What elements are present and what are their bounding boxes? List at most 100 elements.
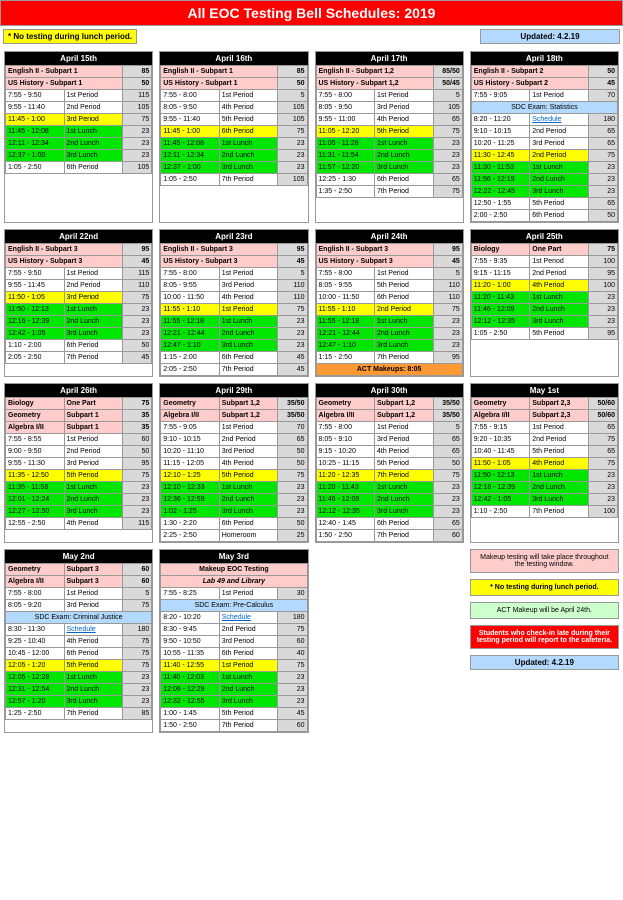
schedule-day: April 25thBiologyOne Part757:55 - 9:351s… [470, 229, 619, 377]
lunch-note: * No testing during lunch period. [3, 29, 137, 44]
period-row: 10:45 - 12:006th Period75 [6, 648, 152, 660]
info-note: * No testing during lunch period. [470, 579, 619, 596]
period-row: 12:31 - 12:542nd Lunch23 [6, 684, 152, 696]
period-row: 11:31 - 11:542nd Lunch23 [316, 150, 462, 162]
period-row: 8:05 - 9:504th Period105 [161, 102, 307, 114]
period-row: 11:55 - 1:101st Period75 [161, 304, 307, 316]
period-row: 12:11 - 12:342nd Lunch23 [161, 150, 307, 162]
schedule-day: April 15thEnglish II - Subpart 185US His… [4, 51, 153, 223]
day-header: May 2nd [5, 550, 152, 563]
period-row: 10:00 - 11:506th Period110 [316, 292, 462, 304]
period-row: 11:20 - 11:431st Lunch23 [316, 482, 462, 494]
schedule-day: April 24thEnglish II - Subpart 395US His… [315, 229, 464, 377]
period-row: 9:20 - 10:352nd Period75 [471, 434, 617, 446]
period-row: 12:27 - 12:503rd Lunch23 [6, 506, 152, 518]
period-row: SDC Exam: Statistics [471, 102, 617, 114]
period-row: 7:55 - 8:001st Period5 [161, 268, 307, 280]
period-row: 8:05 - 9:503rd Period105 [316, 102, 462, 114]
period-row: 11:46 - 12:092nd Lunch23 [316, 494, 462, 506]
period-row: 7:55 - 8:001st Period5 [316, 422, 462, 434]
test-row: English II - Subpart 250 [471, 66, 617, 78]
period-row: 10:20 - 11:103rd Period50 [161, 446, 307, 458]
period-row: 1:05 - 2:506th Period105 [6, 162, 152, 174]
test-row: English II - Subpart 395 [316, 244, 462, 256]
test-row: Algebra I/IISubpart 1,235/50 [316, 410, 462, 422]
period-row: 8:05 - 9:203rd Period75 [6, 600, 152, 612]
period-row: 10:40 - 11:455th Period65 [471, 446, 617, 458]
period-row: 1:15 - 2:507th Period95 [316, 352, 462, 364]
period-row: 11:30 - 11:531st Lunch23 [471, 162, 617, 174]
test-row: Makeup EOC Testing [161, 564, 307, 576]
day-header: April 22nd [5, 230, 152, 243]
test-row: Algebra I/IISubpart 135 [6, 422, 152, 434]
test-row: Lab 49 and Library [161, 576, 307, 588]
test-row: GeometrySubpart 1,235/50 [161, 398, 307, 410]
period-row: 12:06 - 12:292nd Lunch23 [161, 684, 307, 696]
page-title: All EOC Testing Bell Schedules: 2019 [0, 0, 623, 26]
period-row: 8:05 - 9:553rd Period110 [161, 280, 307, 292]
test-row: GeometrySubpart 360 [6, 564, 152, 576]
period-row: 7:55 - 9:151st Period65 [471, 422, 617, 434]
period-row: 11:46 - 12:092nd Lunch23 [471, 304, 617, 316]
info-note: Makeup testing will take place throughou… [470, 549, 619, 573]
period-row: 10:00 - 11:504th Period110 [161, 292, 307, 304]
period-row: 12:36 - 12:592nd Lunch23 [161, 494, 307, 506]
info-note: ACT Makeup will be April 24th. [470, 602, 619, 619]
period-row: 9:50 - 10:503rd Period60 [161, 636, 307, 648]
period-row: 2:05 - 2:507th Period45 [6, 352, 152, 364]
period-row: 11:45 - 12:081st Lunch23 [6, 126, 152, 138]
period-row: 12:21 - 12:442nd Lunch23 [161, 328, 307, 340]
test-row: BiologyOne Part75 [6, 398, 152, 410]
schedule-day: May 3rdMakeup EOC TestingLab 49 and Libr… [159, 549, 308, 733]
period-row: 12:05 - 1:205th Period75 [6, 660, 152, 672]
period-row: 9:55 - 11:402nd Period105 [6, 102, 152, 114]
period-row: 12:55 - 2:504th Period115 [6, 518, 152, 530]
period-row: 11:55 - 12:181st Lunch23 [316, 316, 462, 328]
test-row: English II - Subpart 185 [161, 66, 307, 78]
updated-badge: Updated: 4.2.19 [470, 655, 619, 670]
period-row: 12:21 - 12:442nd Lunch23 [316, 328, 462, 340]
period-row: 9:55 - 11:004th Period65 [316, 114, 462, 126]
period-row: 10:25 - 11:155th Period50 [316, 458, 462, 470]
period-row: 12:42 - 1:053rd Lunch23 [6, 328, 152, 340]
period-row: 7:55 - 8:001st Period5 [161, 90, 307, 102]
period-row: 11:55 - 12:181st Lunch23 [161, 316, 307, 328]
schedule-day: April 17thEnglish II - Subpart 1,285/50U… [315, 51, 464, 223]
period-row: 12:16 - 12:392nd Lunch23 [471, 482, 617, 494]
period-row: 11:50 - 1:054th Period75 [471, 458, 617, 470]
period-row: 9:10 - 10:152nd Period65 [161, 434, 307, 446]
period-row: 7:55 - 8:001st Period5 [316, 268, 462, 280]
schedule-link[interactable]: Schedule [67, 626, 96, 633]
period-row: 11:40 - 12:031st Lunch23 [161, 672, 307, 684]
period-row: 11:55 - 1:102nd Period75 [316, 304, 462, 316]
period-row: 10:55 - 11:356th Period40 [161, 648, 307, 660]
period-row: 12:32 - 12:553rd Lunch23 [161, 696, 307, 708]
period-row: 11:45 - 12:081st Lunch23 [161, 138, 307, 150]
period-row: 7:55 - 9:051st Period70 [161, 422, 307, 434]
test-row: Algebra I/IISubpart 360 [6, 576, 152, 588]
test-row: GeometrySubpart 1,235/50 [316, 398, 462, 410]
period-row: 12:57 - 1:203rd Lunch23 [6, 696, 152, 708]
test-row: US History - Subpart 345 [6, 256, 152, 268]
period-row: 12:47 - 1:103rd Lunch23 [161, 340, 307, 352]
schedule-day: April 22ndEnglish II - Subpart 395US His… [4, 229, 153, 377]
period-row: 11:05 - 11:281st Lunch23 [316, 138, 462, 150]
period-row: 7:55 - 9:501st Period115 [6, 268, 152, 280]
period-row: 1:30 - 2:206th Period50 [161, 518, 307, 530]
period-row: 11:05 - 12:205th Period75 [316, 126, 462, 138]
schedule-link[interactable]: Schedule [222, 614, 251, 621]
period-row: 12:37 - 1:003rd Lunch23 [161, 162, 307, 174]
test-row: US History - Subpart 150 [161, 78, 307, 90]
period-row: 11:50 - 1:053rd Period75 [6, 292, 152, 304]
schedule-grid: April 15thEnglish II - Subpart 185US His… [0, 47, 623, 737]
schedule-link[interactable]: Schedule [532, 116, 561, 123]
period-row: 1:50 - 2:507th Period60 [316, 530, 462, 542]
period-row: 8:05 - 9:555th Period110 [316, 280, 462, 292]
test-row: GeometrySubpart 135 [6, 410, 152, 422]
period-row: 9:55 - 11:452nd Period110 [6, 280, 152, 292]
period-row: 7:55 - 8:001st Period5 [6, 588, 152, 600]
test-row: GeometrySubpart 2,350/60 [471, 398, 617, 410]
period-row: 11:20 - 12:357th Period75 [316, 470, 462, 482]
period-row: 8:20 - 11:20Schedule180 [471, 114, 617, 126]
period-row: 11:30 - 12:452nd Period75 [471, 150, 617, 162]
